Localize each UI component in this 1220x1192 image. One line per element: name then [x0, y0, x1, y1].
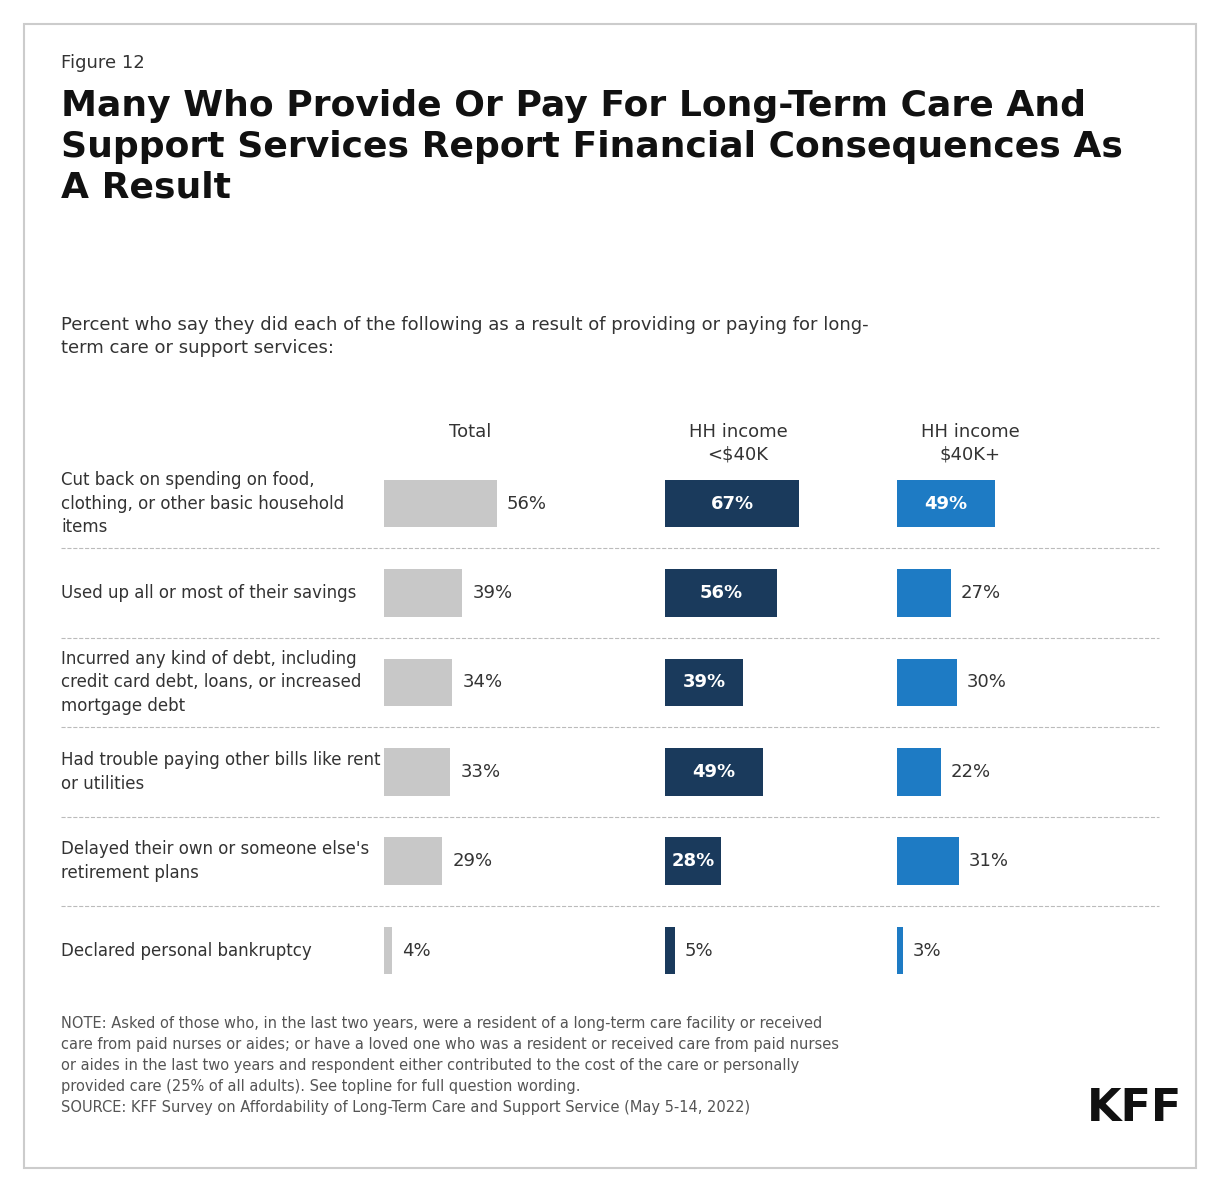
Bar: [665, 749, 764, 796]
Text: 3%: 3%: [913, 942, 941, 960]
Bar: [384, 479, 497, 527]
Text: 49%: 49%: [925, 495, 967, 513]
Bar: [897, 927, 903, 975]
Text: 28%: 28%: [671, 852, 715, 870]
Text: NOTE: Asked of those who, in the last two years, were a resident of a long-term : NOTE: Asked of those who, in the last tw…: [61, 1016, 839, 1115]
Bar: [384, 927, 393, 975]
Text: KFF: KFF: [1087, 1087, 1182, 1130]
Bar: [897, 749, 941, 796]
Text: Used up all or most of their savings: Used up all or most of their savings: [61, 584, 356, 602]
Text: 56%: 56%: [506, 495, 547, 513]
Bar: [897, 479, 996, 527]
Bar: [897, 838, 959, 884]
Text: 5%: 5%: [684, 942, 714, 960]
Text: Total: Total: [449, 423, 490, 441]
Bar: [665, 658, 743, 706]
Text: 49%: 49%: [693, 763, 736, 781]
Text: Figure 12: Figure 12: [61, 54, 145, 72]
Text: HH income
$40K+: HH income $40K+: [921, 423, 1019, 464]
Text: 29%: 29%: [453, 852, 493, 870]
Text: HH income
<$40K: HH income <$40K: [689, 423, 787, 464]
Text: 27%: 27%: [960, 584, 1000, 602]
Bar: [384, 749, 450, 796]
Text: Had trouble paying other bills like rent
or utilities: Had trouble paying other bills like rent…: [61, 751, 381, 793]
Bar: [384, 658, 453, 706]
Bar: [897, 658, 956, 706]
Text: Cut back on spending on food,
clothing, or other basic household
items: Cut back on spending on food, clothing, …: [61, 471, 344, 536]
Text: 33%: 33%: [460, 763, 500, 781]
Bar: [384, 838, 443, 884]
Text: 67%: 67%: [710, 495, 754, 513]
Bar: [665, 927, 675, 975]
Bar: [665, 838, 721, 884]
Bar: [665, 479, 799, 527]
Bar: [384, 569, 462, 616]
Text: 34%: 34%: [462, 673, 503, 691]
Bar: [897, 569, 950, 616]
Text: 22%: 22%: [950, 763, 991, 781]
Text: Declared personal bankruptcy: Declared personal bankruptcy: [61, 942, 312, 960]
Text: Many Who Provide Or Pay For Long-Term Care And
Support Services Report Financial: Many Who Provide Or Pay For Long-Term Ca…: [61, 89, 1122, 205]
Text: 30%: 30%: [966, 673, 1006, 691]
Text: Incurred any kind of debt, including
credit card debt, loans, or increased
mortg: Incurred any kind of debt, including cre…: [61, 650, 361, 715]
Text: 39%: 39%: [682, 673, 726, 691]
Bar: [665, 569, 777, 616]
Text: 39%: 39%: [472, 584, 512, 602]
Text: Percent who say they did each of the following as a result of providing or payin: Percent who say they did each of the fol…: [61, 316, 869, 358]
Text: Delayed their own or someone else's
retirement plans: Delayed their own or someone else's reti…: [61, 840, 370, 882]
Text: 31%: 31%: [969, 852, 1009, 870]
Text: 4%: 4%: [403, 942, 431, 960]
Text: 56%: 56%: [699, 584, 743, 602]
